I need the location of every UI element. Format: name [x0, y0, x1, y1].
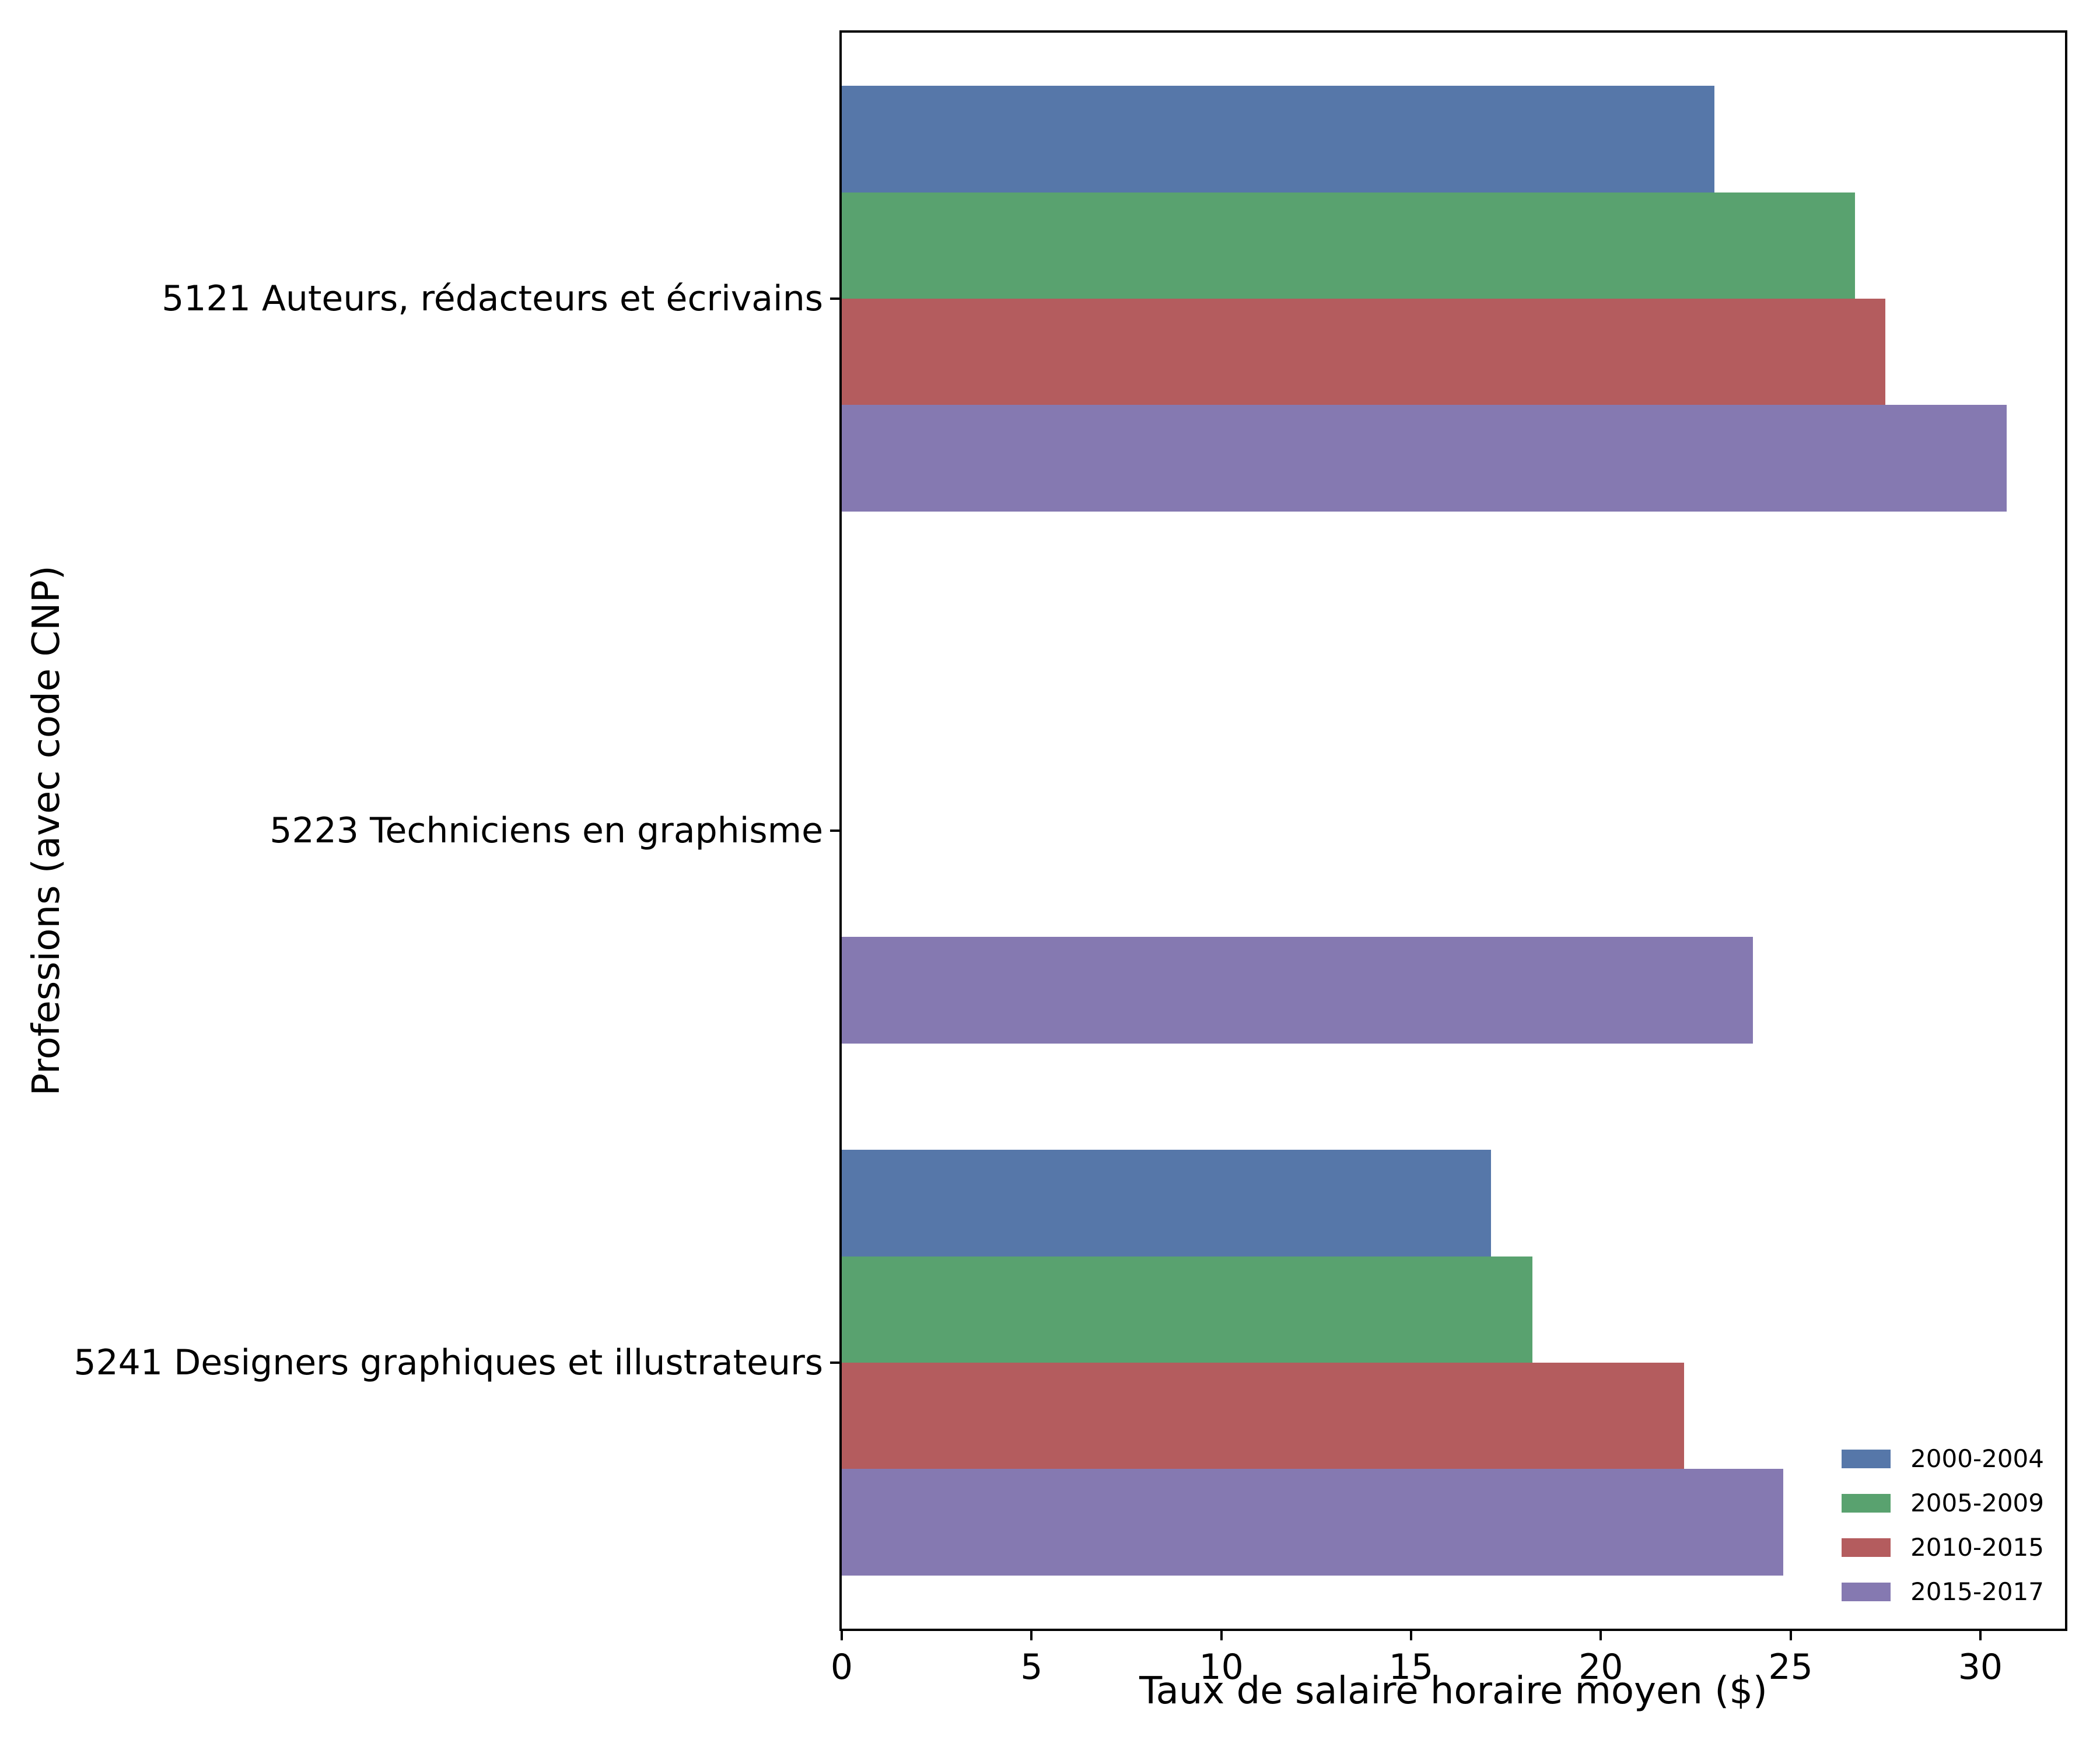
x-tick-label-10: 10	[1199, 1647, 1244, 1688]
bar-series-2015-2017-category-3	[842, 1469, 1783, 1576]
x-tick-label-20: 20	[1578, 1647, 1623, 1688]
legend-label: 2010-2015	[1910, 1533, 2044, 1562]
bar-series-2010-2015-category-1	[842, 299, 1886, 405]
legend-label: 2005-2009	[1910, 1489, 2044, 1517]
y-tick-mark-1	[830, 298, 839, 300]
x-tick-label-5: 5	[1020, 1647, 1043, 1688]
bar-series-2005-2009-category-1	[842, 192, 1856, 299]
legend-label: 2015-2017	[1910, 1577, 2044, 1606]
x-tick-mark-10	[1220, 1631, 1223, 1640]
legend-item-2005-2009: 2005-2009	[1842, 1490, 2044, 1517]
x-tick-label-25: 25	[1768, 1647, 1813, 1688]
y-tick-mark-2	[830, 830, 839, 832]
legend-swatch	[1842, 1450, 1891, 1468]
bar-series-2015-2017-category-2	[842, 937, 1753, 1044]
legend: 2000-2004 2005-2009 2010-2015 2015-2017	[1842, 1446, 2044, 1605]
x-tick-mark-15	[1409, 1631, 1412, 1640]
legend-swatch	[1842, 1538, 1891, 1557]
legend-swatch	[1842, 1583, 1891, 1601]
x-tick-label-0: 0	[830, 1647, 853, 1688]
y-category-labels: 5121 Auteurs, rédacteurs et écrivains 522…	[0, 33, 823, 1629]
x-tick-mark-0	[841, 1631, 843, 1640]
y-tick-label: 5241 Designers graphiques et illustrateu…	[74, 1342, 823, 1383]
legend-item-2010-2015: 2010-2015	[1842, 1534, 2044, 1561]
x-tick-mark-20	[1600, 1631, 1602, 1640]
bar-series-2000-2004-category-3	[842, 1150, 1491, 1256]
y-tick-label: 5121 Auteurs, rédacteurs et écrivains	[162, 278, 823, 319]
bar-series-2010-2015-category-3	[842, 1363, 1685, 1469]
x-tick-label-15: 15	[1388, 1647, 1434, 1688]
x-tick-mark-25	[1789, 1631, 1792, 1640]
x-axis-label: Taux de salaire horaire moyen ($)	[1139, 1670, 1768, 1713]
legend-label: 2000-2004	[1910, 1444, 2044, 1473]
bar-series-2000-2004-category-1	[842, 86, 1715, 192]
legend-item-2000-2004: 2000-2004	[1842, 1446, 2044, 1472]
y-tick-mark-3	[830, 1362, 839, 1364]
legend-swatch	[1842, 1494, 1891, 1513]
bar-series-2015-2017-category-1	[842, 405, 2007, 512]
legend-item-2015-2017: 2015-2017	[1842, 1578, 2044, 1605]
x-tick-mark-5	[1030, 1631, 1033, 1640]
bar-series-2005-2009-category-3	[842, 1256, 1533, 1363]
y-tick-label: 5223 Techniciens en graphisme	[270, 810, 823, 851]
x-tick-label-30: 30	[1958, 1647, 2003, 1688]
x-tick-mark-30	[1979, 1631, 1982, 1640]
plot-area: 0 5 10 15 20 25 30 2000-2004 2005-2009 2010-2015…	[830, 30, 2067, 1688]
